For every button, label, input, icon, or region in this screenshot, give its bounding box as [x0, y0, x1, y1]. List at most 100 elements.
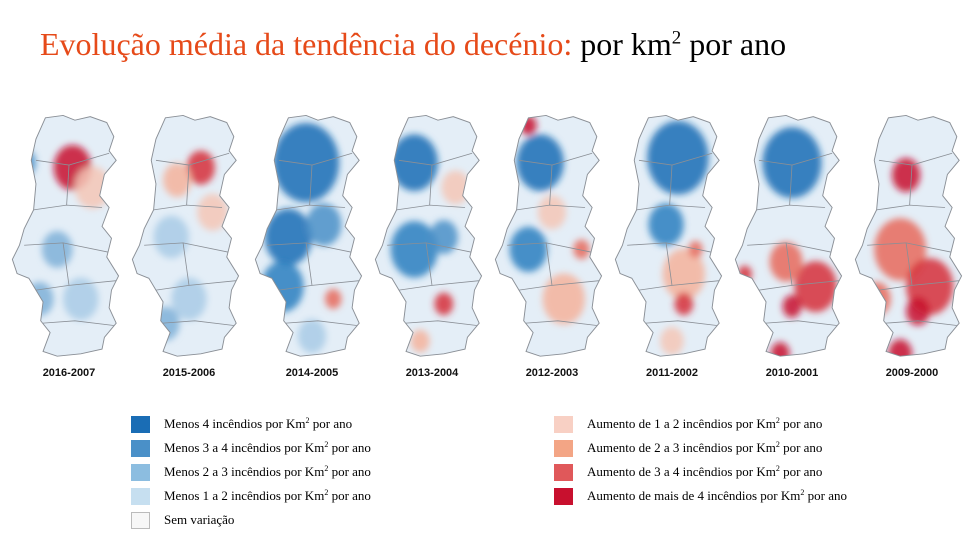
intensity-spot — [63, 277, 99, 321]
legend-item: Aumento de 3 a 4 incêndios por Km2 por a… — [554, 463, 822, 481]
district-border — [309, 164, 313, 206]
decade-map-2014-2005 — [253, 112, 371, 362]
intensity-spot — [434, 292, 454, 316]
district-border — [905, 242, 913, 286]
district-border — [785, 242, 793, 286]
intensity-spot — [888, 339, 912, 357]
district-border — [43, 320, 114, 326]
legend-swatch — [131, 415, 150, 433]
district-border — [267, 242, 353, 253]
intensity-spot — [782, 295, 802, 318]
intensity-spot — [674, 292, 694, 316]
district-border — [144, 242, 230, 253]
district-border — [186, 164, 190, 206]
portugal-map-svg — [131, 114, 240, 357]
district-border — [867, 242, 953, 253]
country-outline — [614, 114, 723, 357]
district-border — [507, 242, 593, 253]
title-unit-post: por ano — [681, 26, 787, 62]
intensity-spot — [41, 230, 73, 268]
district-border — [425, 242, 433, 286]
intensity-spot — [662, 248, 706, 300]
intensity-spot — [410, 329, 430, 353]
legend-swatch — [131, 487, 150, 505]
country-outline — [374, 114, 483, 357]
district-border — [545, 242, 553, 286]
map-period-label: 2015-2006 — [162, 367, 216, 379]
intensity-spot — [891, 158, 921, 193]
district-border — [909, 164, 913, 206]
legend-swatch — [131, 463, 150, 481]
intensity-spot — [537, 195, 567, 230]
intensity-spot — [25, 281, 54, 316]
intensity-spot — [660, 326, 684, 356]
intensity-spot — [324, 289, 342, 309]
intensity-spot — [171, 277, 207, 321]
legend-label: Aumento de 2 a 3 incêndios por Km2 por a… — [587, 440, 823, 455]
district-border — [66, 164, 70, 206]
intensity-spot — [297, 319, 327, 354]
legend-item: Menos 1 a 2 incêndios por Km2 por ano — [131, 487, 371, 505]
intensity-spot — [648, 203, 684, 246]
legend-label: Menos 3 a 4 incêndios por Km2 por ano — [164, 440, 371, 455]
district-border — [24, 242, 110, 253]
legend-item: Aumento de mais de 4 incêndios por Km2 p… — [554, 487, 847, 505]
legend-item: Menos 4 incêndios por Km2 por ano — [131, 415, 352, 433]
decade-map-2015-2006 — [130, 112, 248, 362]
legend-label: Menos 1 a 2 incêndios por Km2 por ano — [164, 488, 371, 503]
country-outline — [131, 114, 240, 357]
intensity-spot — [197, 193, 228, 231]
district-border — [789, 164, 793, 206]
title-main: Evolução média da tendência do decénio: — [40, 26, 573, 62]
intensity-spot — [794, 261, 837, 313]
legend-item: Menos 3 a 4 incêndios por Km2 por ano — [131, 439, 371, 457]
country-outline — [254, 114, 363, 357]
intensity-spot — [906, 297, 930, 326]
intensity-spot — [573, 239, 590, 260]
decade-map-2011-2002 — [613, 112, 731, 362]
legend-swatch — [554, 439, 573, 457]
map-period-label: 2012-2003 — [525, 367, 579, 379]
country-outline — [734, 114, 843, 357]
intensity-spot — [769, 241, 803, 282]
legend-item: Aumento de 1 a 2 incêndios por Km2 por a… — [554, 415, 822, 433]
district-border — [526, 320, 597, 326]
district-border — [429, 164, 433, 206]
intensity-spot — [762, 127, 822, 199]
legend-swatch — [554, 463, 573, 481]
district-border — [646, 320, 717, 326]
intensity-spot — [264, 208, 312, 266]
district-border — [286, 320, 357, 326]
intensity-spot — [509, 226, 548, 273]
decade-map-2009-2000 — [853, 112, 971, 362]
intensity-spot — [516, 134, 564, 191]
portugal-map-svg — [614, 114, 723, 357]
district-border — [163, 320, 234, 326]
intensity-spot — [737, 265, 752, 283]
map-period-label: 2011-2002 — [646, 367, 698, 379]
map-period-label: 2009-2000 — [885, 367, 939, 379]
legend-swatch — [554, 487, 573, 505]
intensity-spot — [647, 120, 709, 195]
intensity-spot — [390, 221, 438, 278]
legend-swatch — [131, 439, 150, 457]
portugal-map-svg — [374, 114, 483, 357]
intensity-spot — [273, 123, 340, 203]
map-period-label: 2013-2004 — [405, 367, 459, 379]
district-border — [406, 320, 477, 326]
decade-map-2012-2003 — [493, 112, 611, 362]
portugal-map-svg — [494, 114, 603, 357]
legend-label: Aumento de mais de 4 incêndios por Km2 p… — [587, 488, 847, 503]
district-border — [182, 242, 190, 286]
decade-map-2016-2007 — [10, 112, 128, 362]
district-border — [766, 320, 837, 326]
district-border — [62, 242, 70, 286]
district-border — [886, 320, 957, 326]
country-outline — [11, 114, 120, 357]
legend-label: Menos 4 incêndios por Km2 por ano — [164, 416, 353, 431]
maps-row: 2016-2007 2015-2006 2014-2005 2013-2004 2012… — [0, 112, 980, 382]
intensity-spot — [12, 148, 36, 177]
country-outline — [854, 114, 963, 357]
intensity-spot — [542, 273, 586, 325]
portugal-map-svg — [11, 114, 120, 357]
